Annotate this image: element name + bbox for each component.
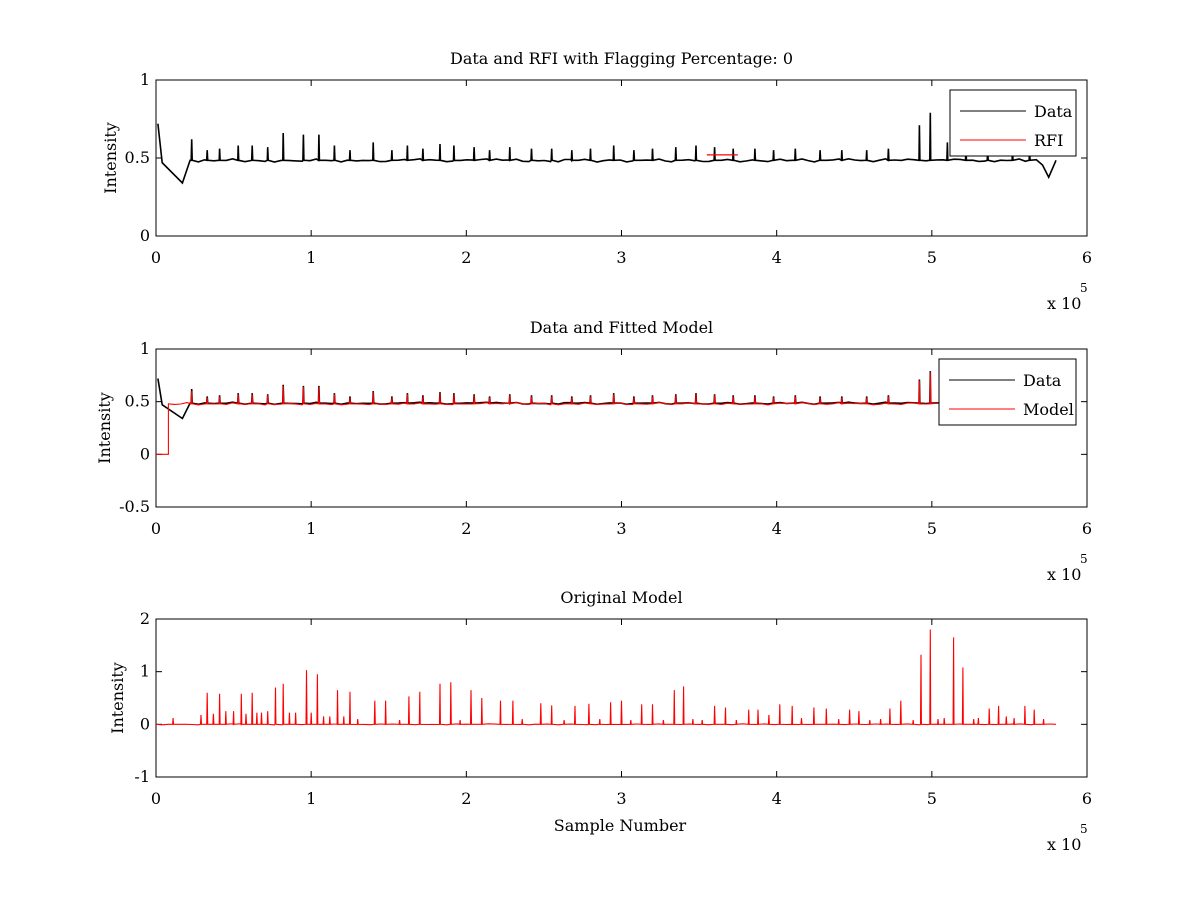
- y-axis-label: Intensity: [108, 662, 127, 734]
- x-exponent-label: x 10: [1047, 835, 1081, 854]
- x-tick-label: 0: [151, 248, 161, 267]
- plot-area: [157, 112, 1057, 185]
- subplot-title: Original Model: [560, 588, 682, 607]
- x-axis-label: Sample Number: [554, 816, 687, 835]
- y-tick-label: 0: [140, 226, 150, 245]
- x-tick-label: 1: [306, 519, 316, 538]
- subplot-title: Data and Fitted Model: [530, 318, 713, 337]
- y-tick-label: 0.5: [125, 148, 150, 167]
- y-tick-label: 2: [140, 609, 150, 628]
- x-tick-label: 3: [616, 248, 626, 267]
- legend-box: [938, 358, 1077, 426]
- x-tick-label: 4: [772, 248, 782, 267]
- x-tick-label: 1: [306, 248, 316, 267]
- x-tick-label: 2: [461, 248, 471, 267]
- legend: Data Model: [938, 358, 1077, 426]
- axes-box: [155, 618, 1088, 778]
- axes-box: [155, 79, 1088, 237]
- series-data-line: [157, 112, 1057, 185]
- x-tick-label: 6: [1082, 519, 1092, 538]
- series-model-line: [156, 372, 1057, 455]
- x-exponent: 5: [1080, 822, 1088, 836]
- y-tick-label: -1: [134, 767, 150, 786]
- x-tick-label: 4: [772, 789, 782, 808]
- x-exponent: 5: [1080, 281, 1088, 295]
- x-tick-label: 6: [1082, 248, 1092, 267]
- x-exponent: 5: [1080, 552, 1088, 566]
- y-tick-label: 1: [140, 339, 150, 358]
- x-tick-label: 3: [616, 789, 626, 808]
- y-tick-label: 0: [140, 444, 150, 463]
- y-tick-label: 0.5: [125, 392, 150, 411]
- y-tick-label: -0.5: [119, 497, 150, 516]
- series-model-line: [156, 629, 1057, 726]
- x-tick-label: 0: [151, 519, 161, 538]
- legend-label-data: Data: [1034, 102, 1073, 121]
- x-exponent-label: x 10: [1047, 565, 1081, 584]
- y-axis-label: Intensity: [101, 122, 120, 194]
- y-axis-label: Intensity: [95, 392, 114, 464]
- y-tick-label: 1: [140, 70, 150, 89]
- plot-area: [156, 371, 1057, 455]
- x-tick-label: 5: [927, 519, 937, 538]
- x-tick-label: 4: [772, 519, 782, 538]
- x-tick-label: 2: [461, 519, 471, 538]
- axes-box: [155, 348, 1088, 508]
- legend-label-model: Model: [1023, 400, 1074, 419]
- x-tick-label: 5: [927, 789, 937, 808]
- x-exponent-label: x 10: [1047, 294, 1081, 313]
- x-tick-label: 2: [461, 789, 471, 808]
- subplot-title: Data and RFI with Flagging Percentage: 0: [450, 49, 793, 68]
- x-tick-label: 5: [927, 248, 937, 267]
- x-tick-label: 6: [1082, 789, 1092, 808]
- legend-label-rfi: RFI: [1034, 131, 1063, 150]
- x-tick-label: 0: [151, 789, 161, 808]
- legend-label-data: Data: [1023, 371, 1062, 390]
- x-tick-label: 1: [306, 789, 316, 808]
- plot-area: [156, 629, 1057, 726]
- legend-box: [949, 89, 1077, 157]
- x-tick-label: 3: [616, 519, 626, 538]
- y-tick-label: 0: [140, 714, 150, 733]
- y-tick-label: 1: [140, 662, 150, 681]
- legend: Data RFI: [949, 89, 1077, 157]
